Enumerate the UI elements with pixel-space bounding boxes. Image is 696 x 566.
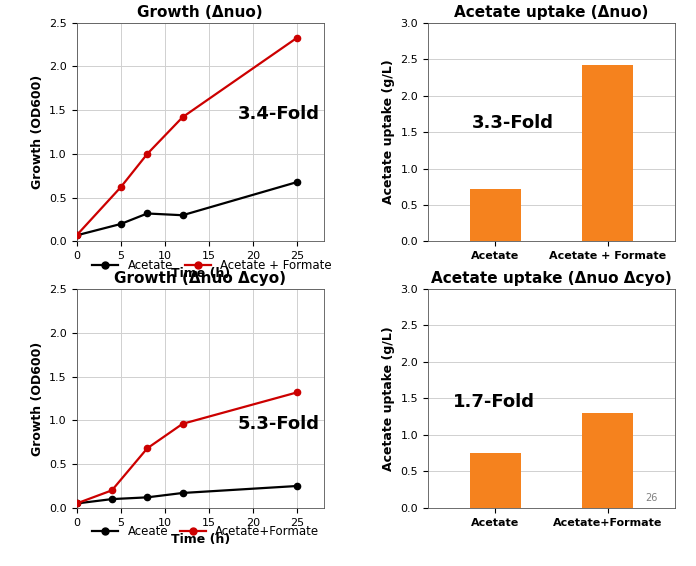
Title: Acetate uptake (Δnuo Δcyo): Acetate uptake (Δnuo Δcyo) bbox=[431, 272, 672, 286]
Text: 1.7-Fold: 1.7-Fold bbox=[452, 393, 535, 411]
Y-axis label: Growth (OD600): Growth (OD600) bbox=[31, 341, 44, 456]
Text: 26: 26 bbox=[645, 494, 658, 504]
X-axis label: Time (h): Time (h) bbox=[171, 533, 230, 546]
Text: 3.4-Fold: 3.4-Fold bbox=[237, 105, 319, 123]
X-axis label: Time (h): Time (h) bbox=[171, 267, 230, 280]
Bar bbox=[470, 453, 521, 508]
Legend: Acetate, Acetate + Formate: Acetate, Acetate + Formate bbox=[88, 254, 336, 276]
Y-axis label: Acetate uptake (g/L): Acetate uptake (g/L) bbox=[381, 59, 395, 204]
Legend: Aceate, Acetate+Formate: Aceate, Acetate+Formate bbox=[88, 520, 324, 543]
Bar bbox=[583, 65, 633, 242]
Title: Acetate uptake (Δnuo): Acetate uptake (Δnuo) bbox=[454, 5, 649, 20]
Y-axis label: Growth (OD600): Growth (OD600) bbox=[31, 75, 44, 189]
Bar bbox=[583, 413, 633, 508]
Text: 3.3-Fold: 3.3-Fold bbox=[473, 114, 554, 132]
Title: Growth (Δnuo Δcyo): Growth (Δnuo Δcyo) bbox=[114, 272, 286, 286]
Y-axis label: Acetate uptake (g/L): Acetate uptake (g/L) bbox=[381, 326, 395, 471]
Bar bbox=[470, 189, 521, 242]
Title: Growth (Δnuo): Growth (Δnuo) bbox=[137, 5, 263, 20]
Text: 5.3-Fold: 5.3-Fold bbox=[237, 415, 319, 433]
